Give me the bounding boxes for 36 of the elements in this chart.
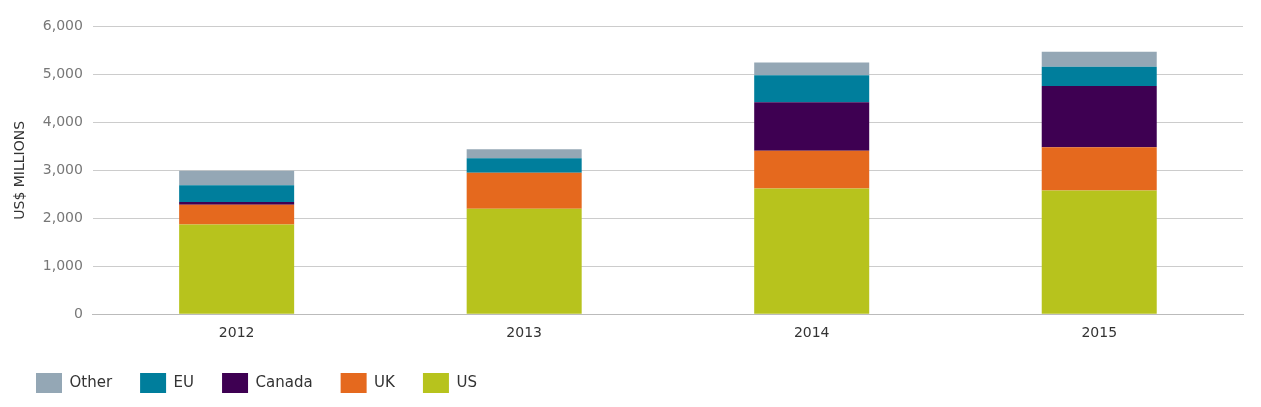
- bar: [754, 62, 870, 76]
- x-tick-label: 2013: [506, 324, 542, 341]
- bar: [1041, 190, 1157, 314]
- legend-label: UK: [374, 372, 397, 391]
- bar: [754, 150, 870, 189]
- legend-label: Canada: [255, 372, 313, 391]
- bar: [1041, 66, 1157, 86]
- bar: [754, 188, 870, 314]
- x-tick-label: 2014: [793, 324, 830, 341]
- y-tick-label: 3,000: [42, 160, 83, 177]
- legend-label: US: [456, 372, 477, 391]
- x-tick-label: 2012: [218, 324, 255, 341]
- bar: [466, 158, 582, 173]
- bar: [466, 149, 582, 159]
- bar: [179, 185, 295, 202]
- bar: [754, 75, 870, 103]
- y-tick-label: 2,000: [42, 208, 83, 225]
- y-axis-title: US$ MILLIONS: [11, 120, 28, 220]
- bar: [466, 172, 582, 209]
- x-tick-label: 2015: [1081, 324, 1118, 341]
- bar: [179, 170, 295, 186]
- legend-label: EU: [173, 372, 195, 391]
- y-tick-label: 6,000: [42, 17, 83, 34]
- bar: [179, 204, 295, 225]
- bar: [466, 208, 582, 314]
- bar: [179, 224, 295, 314]
- y-tick-label: 1,000: [42, 256, 83, 273]
- y-tick-label: 4,000: [42, 112, 83, 129]
- bar: [1041, 85, 1157, 148]
- bar: [754, 102, 870, 151]
- y-tick-label: 5,000: [42, 65, 83, 82]
- y-tick-label: 0: [73, 304, 83, 321]
- bar: [1041, 51, 1157, 67]
- legend-label: Other: [69, 372, 113, 391]
- bar: [179, 201, 295, 205]
- bar: [1041, 147, 1157, 191]
